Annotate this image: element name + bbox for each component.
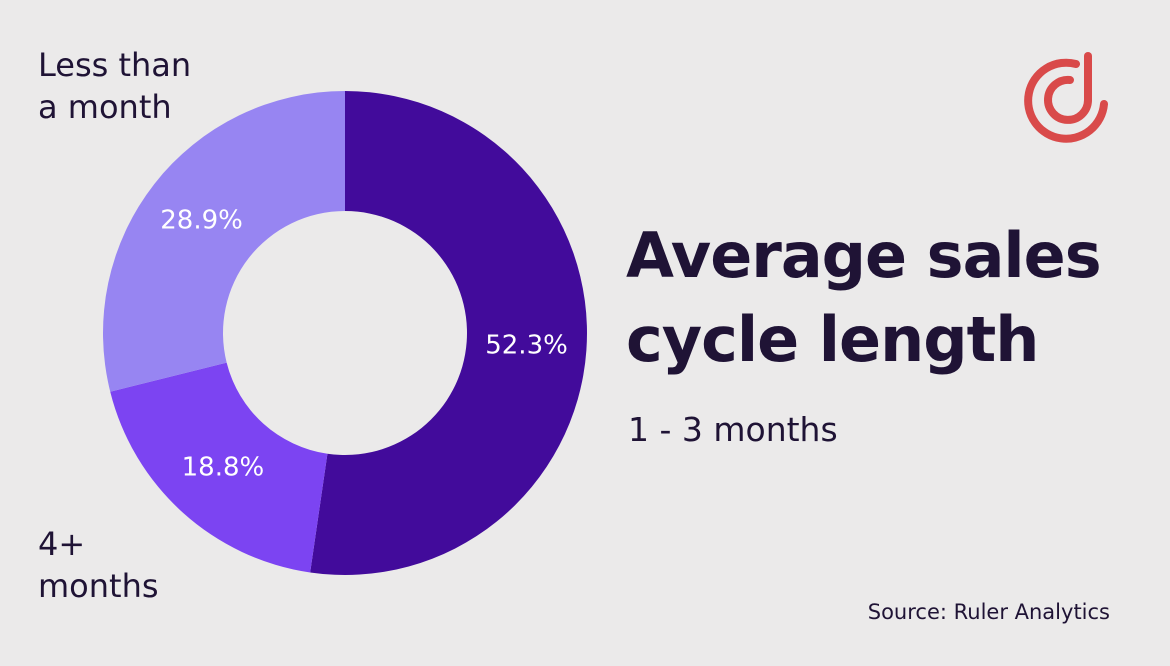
circle-d-logo-icon	[1024, 52, 1108, 143]
slice-1-3-months	[310, 91, 587, 575]
slice-value-label: 52.3%	[485, 331, 568, 361]
slice-value-label: 18.8%	[182, 452, 265, 482]
chart-title-line-1: Average sales	[626, 219, 1102, 292]
label-less-line-1: Less than	[38, 46, 192, 84]
label-four-plus-months: 4+ months	[38, 523, 159, 607]
label-four-line-1: 4+	[38, 525, 86, 563]
slice-less-than-a-month	[103, 91, 345, 392]
label-less-than-a-month: Less than a month	[38, 44, 191, 128]
slice-value-label: 28.9%	[160, 205, 243, 235]
chart-title-line-2: cycle length	[626, 303, 1039, 376]
donut-slices	[103, 91, 587, 575]
source-credit: Source: Ruler Analytics	[867, 600, 1110, 624]
chart-title: Average sales cycle length	[626, 214, 1102, 382]
label-less-line-2: a month	[38, 88, 172, 126]
slice-labels: 52.3% 18.8% 28.9%	[160, 205, 568, 482]
chart-subtitle: 1 - 3 months	[628, 410, 838, 449]
label-four-line-2: months	[38, 567, 159, 605]
slice-4-months	[110, 362, 328, 573]
